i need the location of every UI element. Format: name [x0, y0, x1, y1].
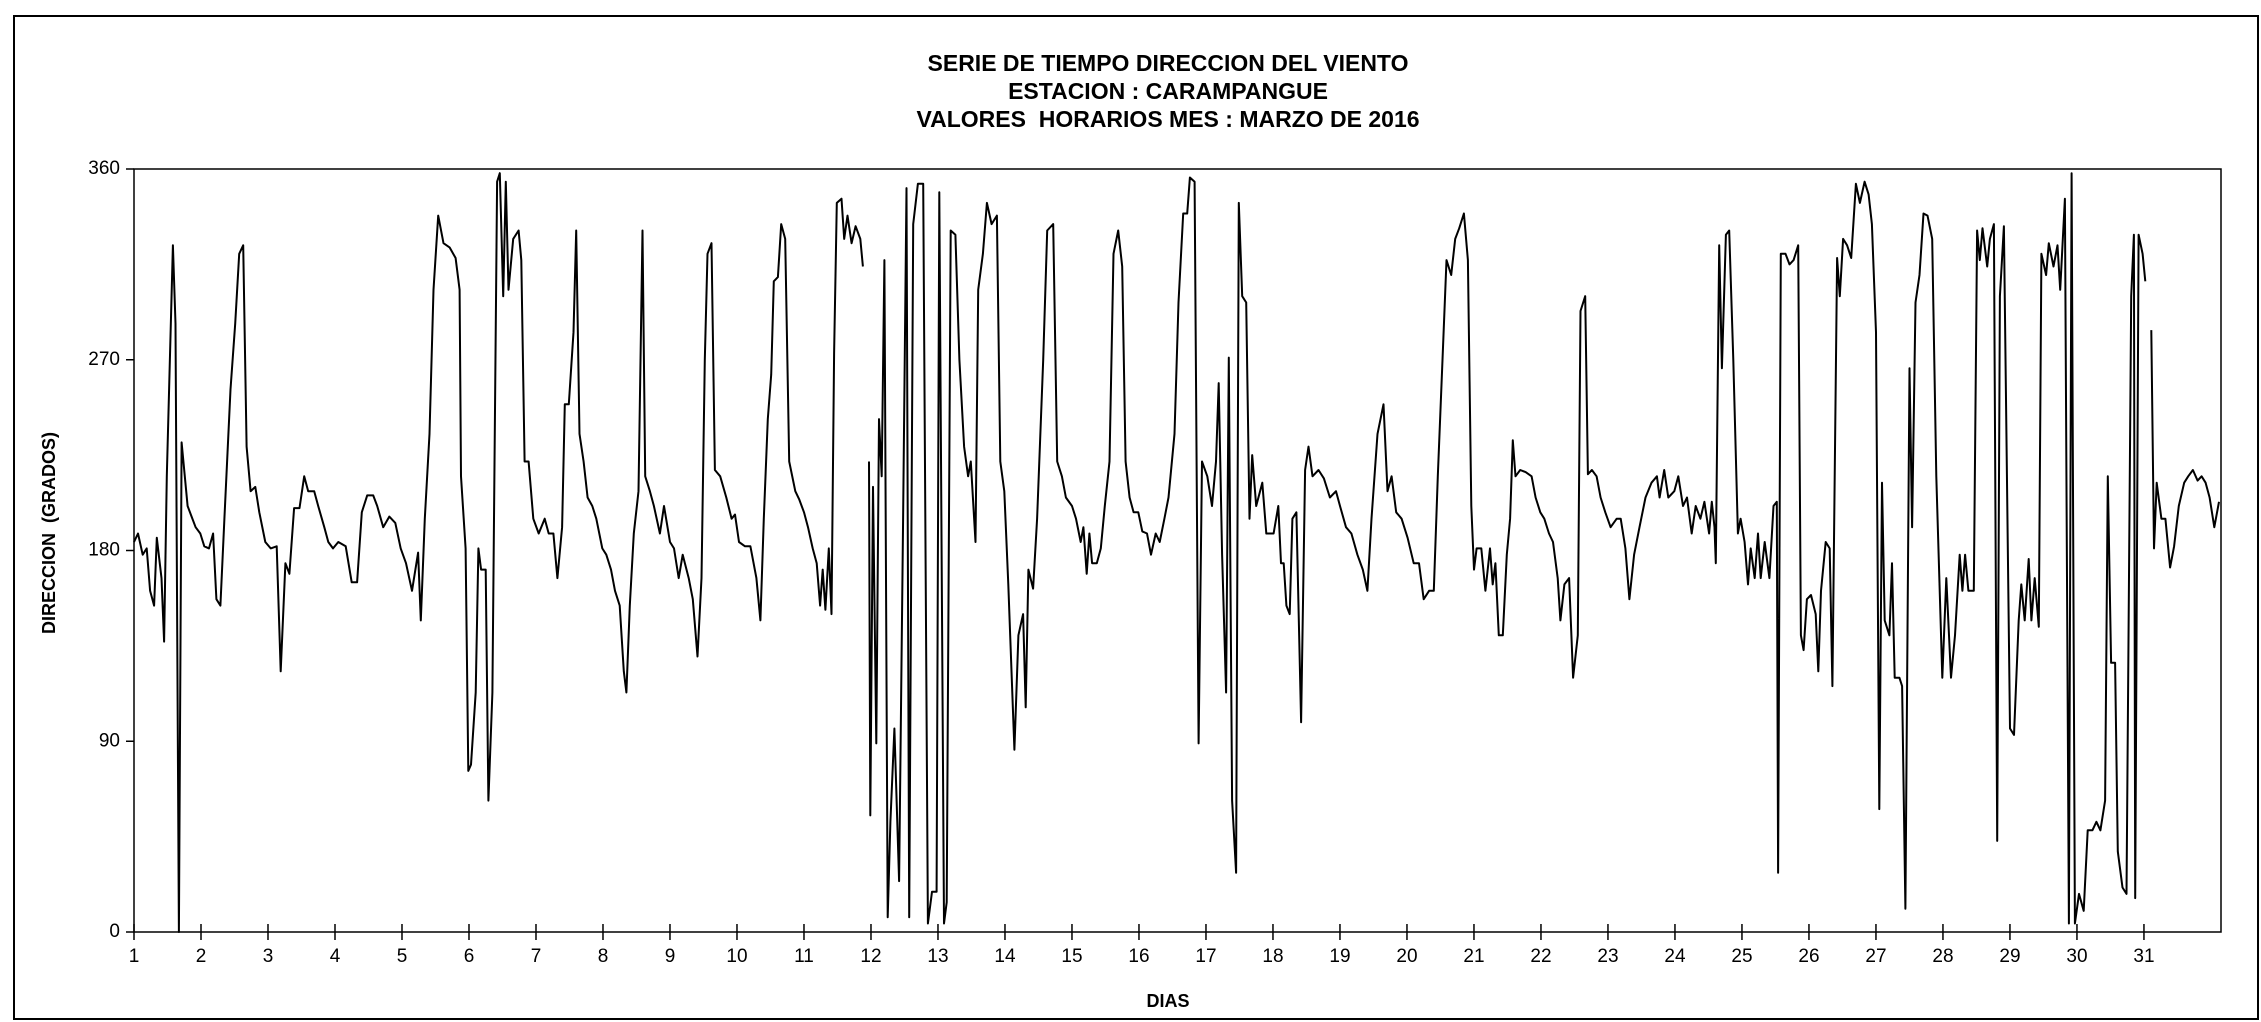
- x-tick-label: 4: [330, 946, 341, 967]
- y-tick-label: 360: [88, 158, 120, 179]
- x-tick-label: 20: [1396, 946, 1417, 967]
- x-tick-label: 16: [1128, 946, 1149, 967]
- x-tick-label: 24: [1664, 946, 1686, 967]
- x-tick-label: 27: [1865, 946, 1886, 967]
- x-tick-label: 22: [1530, 946, 1551, 967]
- x-tick-label: 30: [2066, 946, 2087, 967]
- frame: [13, 15, 2259, 1020]
- x-tick-label: 11: [794, 946, 814, 967]
- x-tick-label: 5: [397, 946, 408, 967]
- x-tick-label: 8: [598, 946, 609, 967]
- y-tick-label: 90: [99, 730, 120, 751]
- chart-subtitle: ESTACION : CARAMPANGUE: [1008, 78, 1328, 104]
- x-tick-label: 17: [1195, 946, 1216, 967]
- x-tick-label: 18: [1262, 946, 1283, 967]
- y-tick-label: 270: [88, 349, 120, 370]
- y-tick-label: 0: [109, 921, 120, 942]
- data-line: [133, 172, 2220, 933]
- x-tick-label: 1: [129, 946, 140, 967]
- x-tick-label: 6: [464, 946, 475, 967]
- chart-subtitle: VALORES HORARIOS MES : MARZO DE 2016: [916, 106, 1419, 132]
- x-tick-label: 19: [1329, 946, 1350, 967]
- x-tick-label: 15: [1061, 946, 1082, 967]
- x-tick-label: 31: [2133, 946, 2154, 967]
- y-tick-label: 180: [88, 540, 120, 561]
- x-tick-label: 23: [1597, 946, 1618, 967]
- x-tick-label: 28: [1932, 946, 1953, 967]
- x-tick-label: 26: [1798, 946, 1819, 967]
- x-tick-label: 3: [263, 946, 274, 967]
- x-tick-label: 13: [927, 946, 948, 967]
- x-tick-label: 2: [196, 946, 207, 967]
- x-tick-label: 10: [726, 946, 747, 967]
- x-tick-label: 25: [1731, 946, 1752, 967]
- chart-title: SERIE DE TIEMPO DIRECCION DEL VIENTO: [928, 50, 1409, 76]
- x-tick-label: 7: [531, 946, 542, 967]
- x-tick-label: 14: [994, 946, 1016, 967]
- x-tick-label: 21: [1463, 946, 1484, 967]
- x-axis-label: DIAS: [1146, 991, 1189, 1011]
- x-tick-label: 29: [1999, 946, 2020, 967]
- x-tick-label: 12: [860, 946, 881, 967]
- x-tick-label: 9: [665, 946, 676, 967]
- y-axis-label: DIRECCION (GRADOS): [39, 432, 59, 634]
